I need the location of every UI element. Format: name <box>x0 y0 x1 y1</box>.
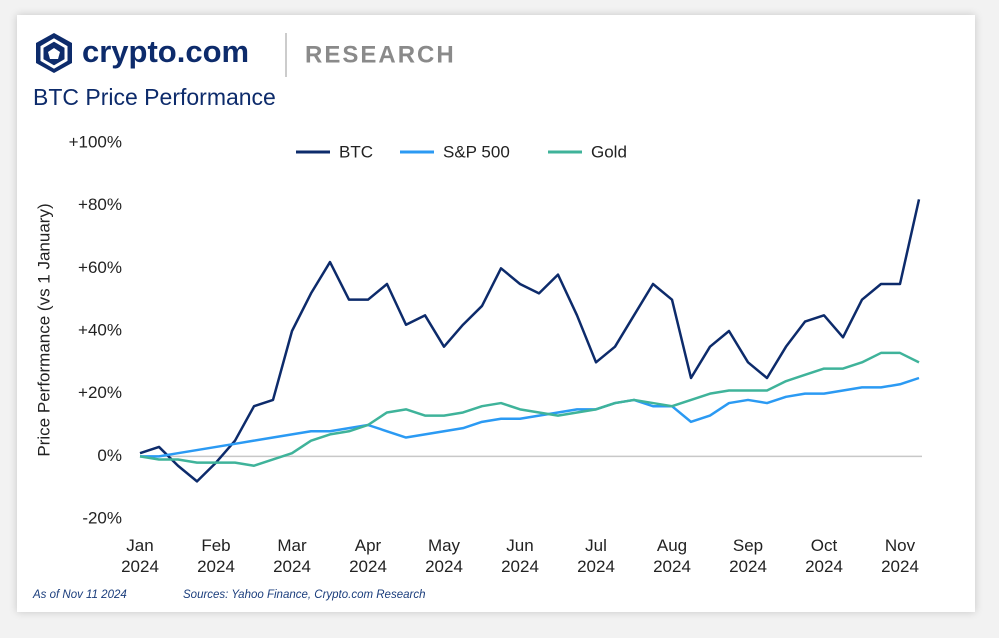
x-tick-label: Jul 2024 <box>577 536 615 576</box>
x-tick-label: Jun 2024 <box>501 536 539 576</box>
series-line <box>140 376 920 458</box>
y-tick-label: -20% <box>82 508 122 527</box>
x-tick-label: Nov 2024 <box>881 536 919 576</box>
legend-label: BTC <box>339 142 373 161</box>
x-tick-label: Apr 2024 <box>349 536 387 576</box>
y-tick-label: +40% <box>78 320 122 339</box>
series-line <box>139 199 921 483</box>
x-tick-label: Jan 2024 <box>121 536 159 576</box>
x-tick-label: Mar 2024 <box>273 536 311 576</box>
y-tick-label: +60% <box>78 258 122 277</box>
y-tick-label: 0% <box>97 446 122 465</box>
chart-title: BTC Price Performance <box>33 84 276 110</box>
card <box>17 15 975 612</box>
logo-icon <box>36 33 72 73</box>
section: RESEARCH <box>305 41 456 68</box>
series-line <box>139 351 920 467</box>
y-axis-label: Price Performance (vs 1 January) <box>34 203 53 456</box>
x-tick-label: Feb 2024 <box>197 536 235 576</box>
brand: crypto.com <box>82 34 249 69</box>
x-tick-label: Oct 2024 <box>805 536 843 576</box>
as-of: As of Nov 11 2024 <box>32 589 127 601</box>
y-tick-label: +20% <box>78 383 122 402</box>
y-tick-label: +80% <box>78 195 122 214</box>
y-tick-label: +100% <box>69 132 122 151</box>
legend-label: S&P 500 <box>443 142 510 161</box>
x-tick-label: Aug 2024 <box>653 536 691 576</box>
legend-label: Gold <box>591 142 627 161</box>
sources: Sources: Yahoo Finance, Crypto.com Resea… <box>183 589 425 601</box>
x-tick-label: Sep 2024 <box>729 536 767 576</box>
x-tick-label: May 2024 <box>425 536 463 576</box>
